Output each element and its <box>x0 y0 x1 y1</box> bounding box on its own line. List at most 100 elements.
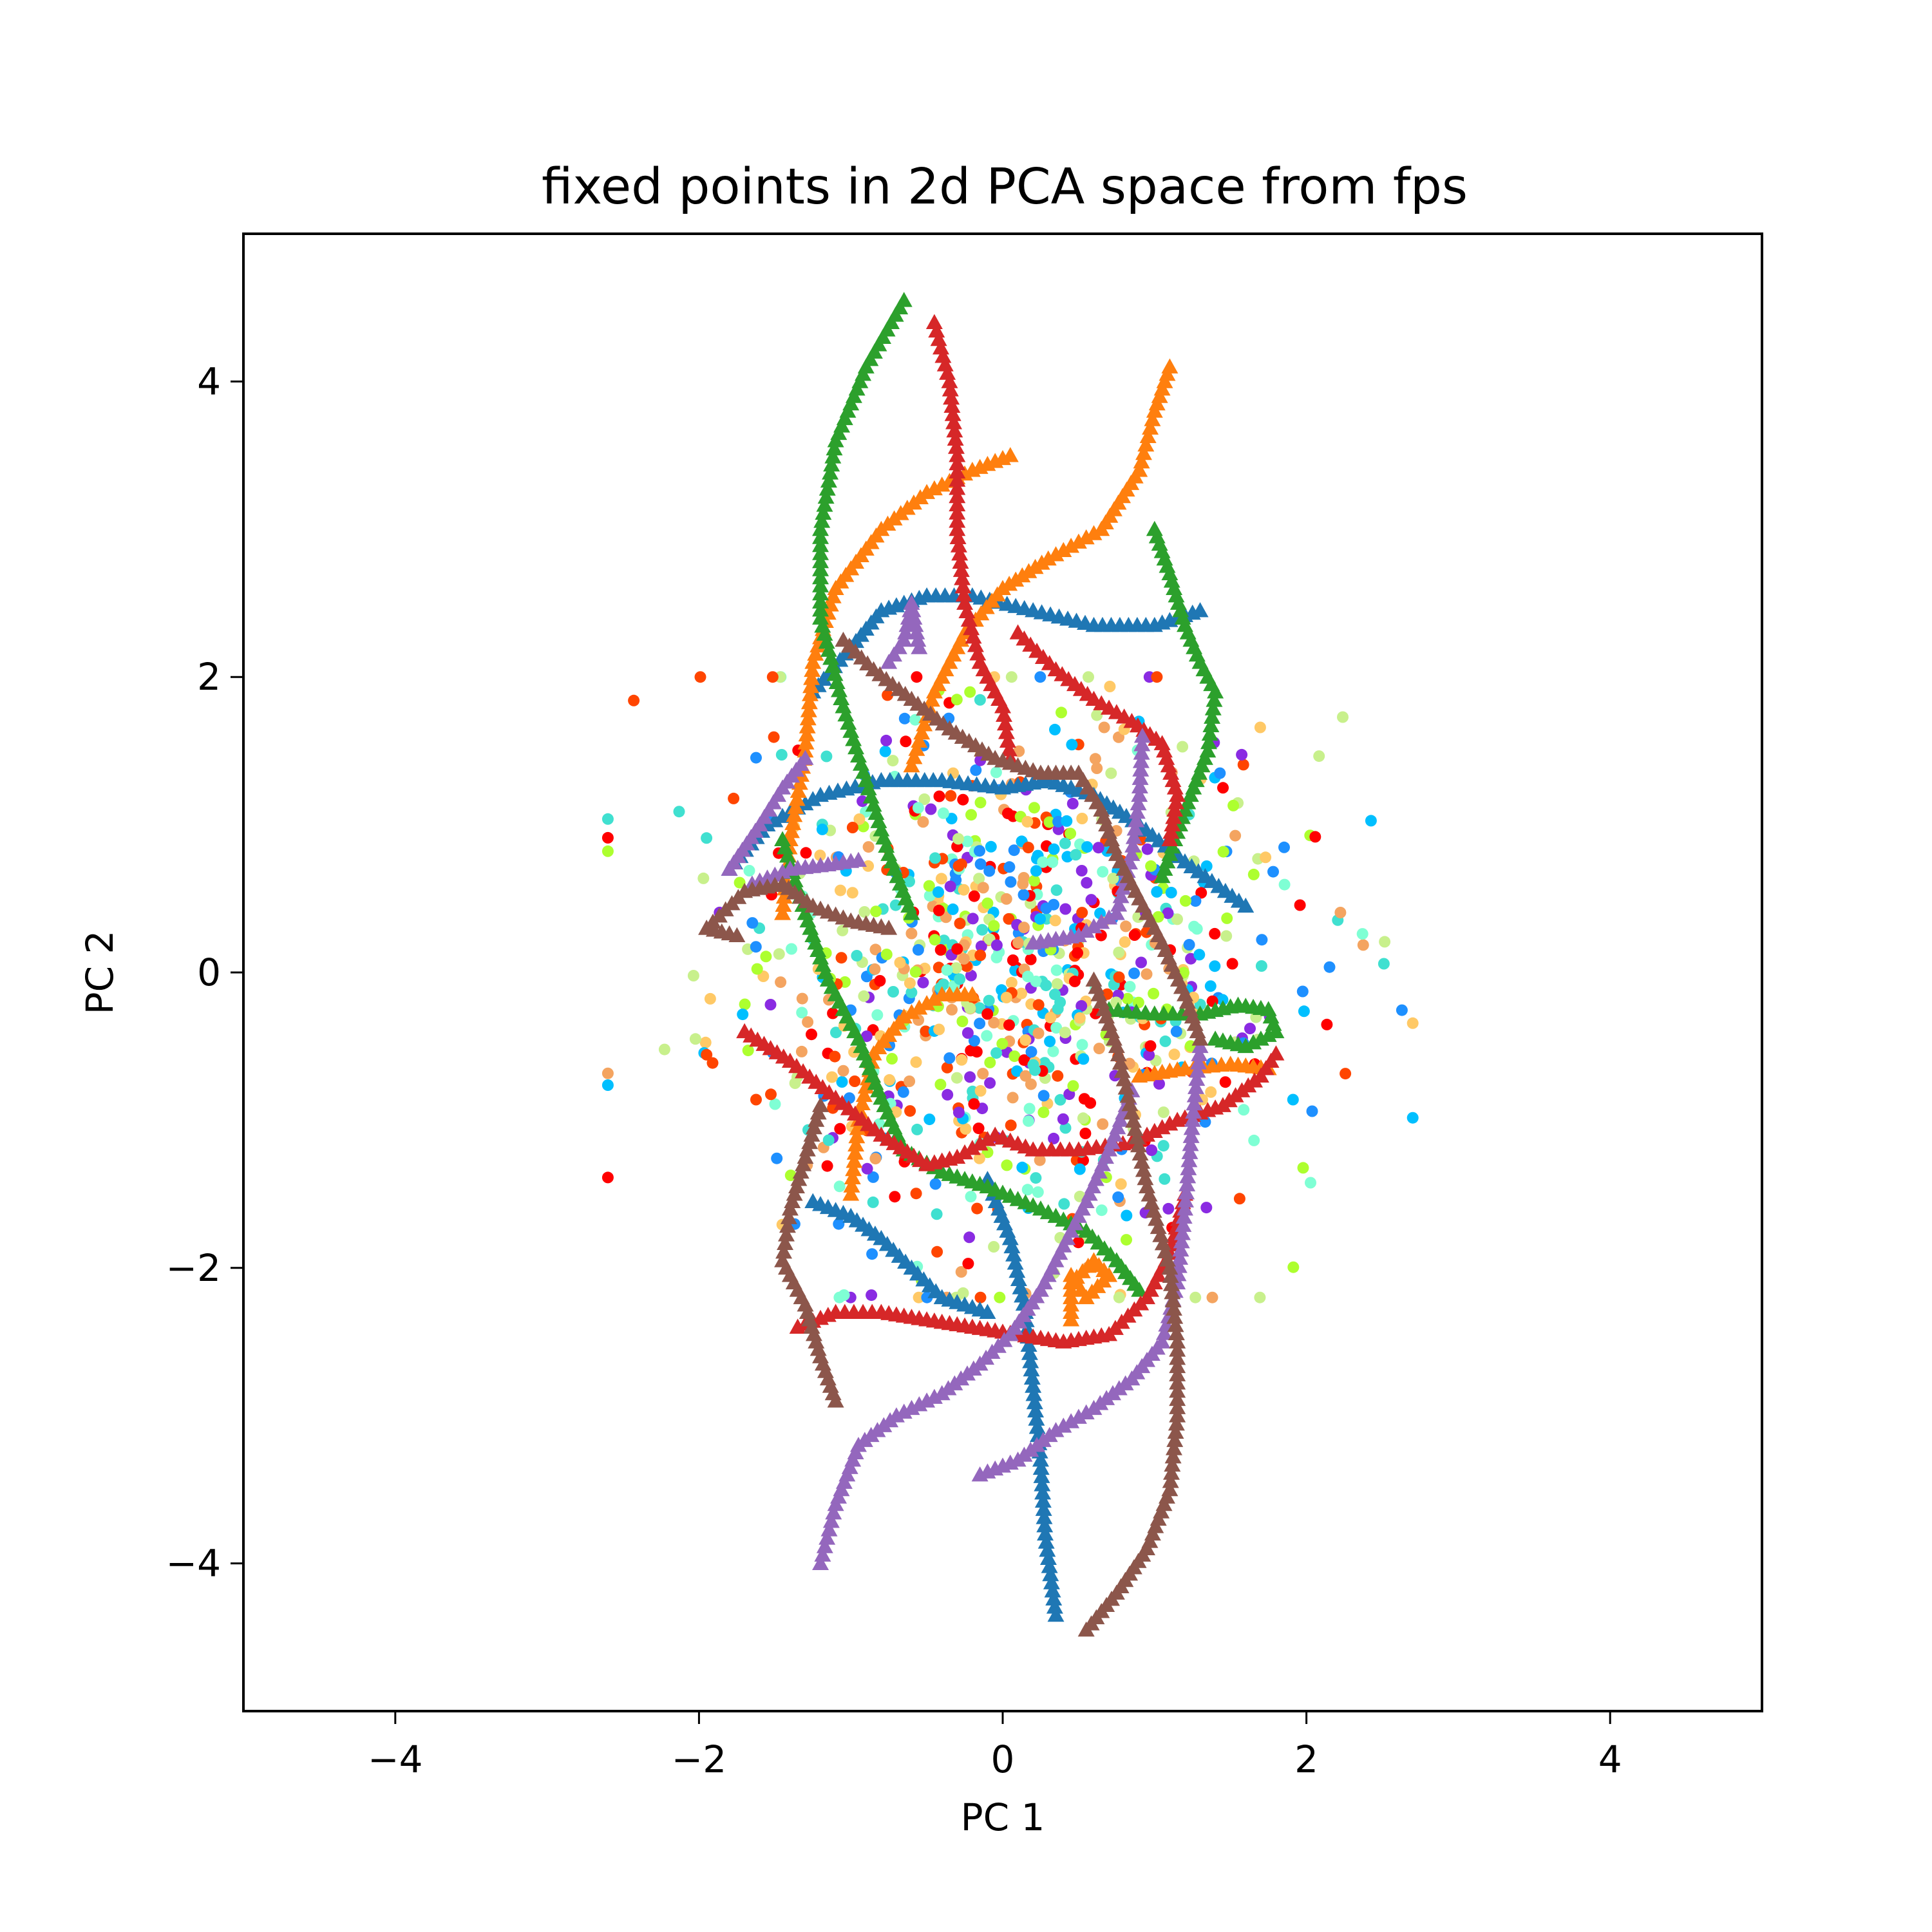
scatter-point <box>1037 856 1049 868</box>
trajectory-marker <box>930 330 947 346</box>
trajectory-marker <box>903 757 920 773</box>
scatter-point <box>917 976 929 989</box>
trajectory-marker <box>955 586 972 602</box>
scatter-point <box>750 752 762 764</box>
scatter-point <box>971 1202 983 1215</box>
scatter-point <box>1183 939 1195 951</box>
scatter-point <box>1075 1000 1088 1012</box>
scatter-point <box>1128 967 1141 980</box>
scatter-point <box>1001 1159 1013 1171</box>
trajectory-marker <box>1163 1276 1180 1291</box>
scatter-point <box>1104 681 1116 692</box>
scatter-point <box>1083 671 1094 683</box>
scatter-point <box>1298 1005 1310 1018</box>
scatter-point <box>1018 889 1030 901</box>
trajectory-marker <box>903 594 920 610</box>
scatter-point <box>1306 1105 1318 1117</box>
trajectory-marker <box>1132 753 1150 768</box>
trajectory-marker <box>1204 700 1222 715</box>
scatter-point <box>1022 971 1034 983</box>
scatter-point <box>601 1171 614 1184</box>
scatter-point <box>866 1289 878 1302</box>
scatter-point <box>1074 1012 1086 1024</box>
scatter-point <box>933 886 944 898</box>
scatter-point <box>768 731 780 743</box>
scatter-point <box>1046 856 1059 868</box>
trajectory-marker <box>979 1303 996 1320</box>
scatter-point <box>1068 975 1081 987</box>
trajectory-marker <box>1137 436 1155 452</box>
scatter-point <box>1152 911 1164 923</box>
trajectory-marker <box>817 488 835 504</box>
trajectory-marker <box>1132 1145 1149 1161</box>
scatter-point <box>1052 815 1065 828</box>
trajectory-marker <box>728 927 746 943</box>
scatter-point <box>1028 875 1040 887</box>
scatter-point <box>910 1056 922 1068</box>
scatter-point <box>1406 1112 1419 1124</box>
trajectory-marker <box>1034 1484 1052 1500</box>
scatter-point <box>1032 1186 1044 1198</box>
scatter-point <box>1217 846 1229 858</box>
scatter-point <box>1052 1070 1064 1082</box>
scatter-point <box>701 832 713 844</box>
scatter-point <box>1151 671 1163 683</box>
scatter-point <box>963 1231 976 1244</box>
scatter-point <box>867 1196 879 1208</box>
trajectory-marker <box>846 1144 864 1160</box>
scatter-point <box>1076 907 1088 919</box>
trajectory-marker <box>1063 1413 1080 1428</box>
trajectory-marker <box>1169 1366 1186 1381</box>
scatter-point <box>746 917 759 929</box>
x-tick-label: 2 <box>1294 1738 1318 1781</box>
trajectory-marker <box>848 1128 866 1144</box>
scatter-point <box>931 1245 943 1258</box>
trajectory-marker <box>826 666 844 681</box>
trajectory-marker <box>815 504 832 520</box>
scatter-point <box>1255 960 1267 972</box>
scatter-point <box>944 880 956 893</box>
trajectory-marker <box>934 348 952 363</box>
scatter-point <box>1205 1086 1217 1098</box>
scatter-point <box>879 745 891 757</box>
scatter-point <box>1007 954 1019 966</box>
scatter-point <box>658 1043 670 1056</box>
trajectory-marker <box>1207 683 1224 699</box>
scatter-point <box>1151 886 1163 898</box>
scatter-point <box>834 1122 846 1135</box>
scatter-point <box>1135 956 1147 969</box>
trajectory-marker <box>1166 1432 1184 1447</box>
scatter-point <box>1206 1291 1218 1303</box>
trajectory-marker <box>1132 770 1149 785</box>
trajectory-marker <box>994 698 1011 714</box>
trajectory-marker <box>801 686 819 701</box>
scatter-point <box>1043 816 1056 828</box>
trajectory-marker <box>830 682 848 697</box>
scatter-point <box>1052 1003 1064 1015</box>
scatter-point <box>962 1258 974 1270</box>
trajectory-marker <box>807 645 824 661</box>
scatter-point <box>766 671 779 683</box>
trajectory-marker <box>916 716 933 732</box>
trajectory-marker <box>1133 1153 1151 1169</box>
scatter-point <box>894 956 906 969</box>
y-axis-label: PC 2 <box>78 931 122 1015</box>
trajectory-marker <box>1184 1112 1201 1127</box>
scatter-point <box>974 1084 987 1097</box>
trajectory-marker <box>1155 1325 1173 1340</box>
trajectory-marker <box>1023 1369 1041 1385</box>
trajectory-marker <box>1161 1481 1179 1497</box>
trajectory-marker <box>774 905 791 920</box>
trajectory-marker <box>943 389 960 405</box>
trajectory-marker <box>1206 692 1223 707</box>
scatter-point <box>1030 1172 1042 1184</box>
scatter-point <box>743 865 755 876</box>
scatter-point <box>933 790 945 802</box>
scatter-point <box>1171 913 1183 925</box>
scatter-point <box>911 671 923 683</box>
scatter-point <box>968 1035 980 1047</box>
trajectory-marker <box>1169 1399 1186 1414</box>
scatter-point <box>1097 866 1109 878</box>
scatter-point <box>981 1030 993 1042</box>
